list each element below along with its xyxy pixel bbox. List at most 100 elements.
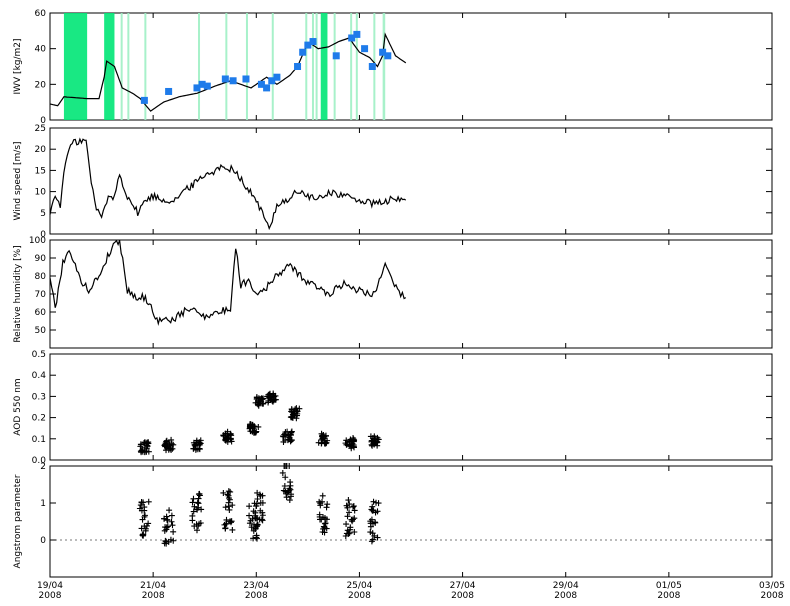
scatter-point <box>137 441 144 448</box>
scatter-point <box>345 497 352 504</box>
series-line <box>49 137 407 231</box>
data-marker <box>299 48 307 56</box>
y-tick-label: 0.1 <box>32 435 46 445</box>
scatter-point <box>321 520 328 527</box>
shaded-span <box>271 13 274 120</box>
shaded-span <box>104 13 115 120</box>
scatter-point <box>141 513 148 520</box>
scatter-point <box>343 521 350 528</box>
x-tick-label: 25/04 <box>346 581 372 591</box>
scatter-point <box>228 518 235 525</box>
y-tick-label: 0.2 <box>32 414 46 424</box>
scatter-point <box>316 511 323 518</box>
x-tick-label: 29/04 <box>553 581 579 591</box>
scatter-point <box>252 509 259 516</box>
shaded-span <box>63 13 88 120</box>
scatter-point <box>374 534 381 541</box>
scatter-point <box>253 532 260 539</box>
shaded-span <box>120 13 123 120</box>
scatter-point <box>191 503 198 510</box>
scatter-point <box>228 438 235 445</box>
scatter-point <box>166 507 173 514</box>
scatter-point <box>220 432 227 439</box>
scatter-point <box>367 520 374 527</box>
shaded-span <box>333 13 336 120</box>
data-marker <box>379 48 387 56</box>
data-marker <box>193 84 201 92</box>
panel-frame <box>49 127 773 235</box>
scatter-point <box>259 499 266 506</box>
y-tick-label: 20 <box>35 80 47 90</box>
scatter-point <box>222 504 229 511</box>
y-axis-label: Angstrom parameter <box>13 474 23 568</box>
scatter-point <box>250 535 257 542</box>
scatter-point <box>317 502 324 509</box>
y-tick-label: 60 <box>35 308 47 318</box>
data-marker <box>348 34 356 42</box>
scatter-point <box>225 488 232 495</box>
scatter-point <box>170 537 177 544</box>
data-marker <box>353 30 361 38</box>
scatter-point <box>253 502 260 509</box>
scatter-point <box>229 526 236 533</box>
shaded-span <box>355 13 358 120</box>
scatter-point <box>190 495 197 502</box>
scatter-point <box>250 521 257 528</box>
scatter-point <box>286 497 293 504</box>
scatter-point <box>145 498 152 505</box>
x-tick-label-year: 2008 <box>348 591 371 601</box>
scatter-point <box>282 474 289 481</box>
y-axis-label: Wind speed [m/s] <box>13 141 23 220</box>
scatter-point <box>371 532 378 539</box>
panel-frame <box>49 239 773 349</box>
y-tick-label: 60 <box>35 9 47 19</box>
scatter-point <box>369 536 376 543</box>
shaded-span <box>311 13 314 120</box>
scatter-point <box>190 508 197 515</box>
scatter-point <box>168 518 175 525</box>
scatter-point <box>251 423 258 430</box>
scatter-point <box>265 399 272 406</box>
x-tick-label-year: 2008 <box>554 591 577 601</box>
data-marker <box>384 52 392 60</box>
x-tick-label: 23/04 <box>243 581 269 591</box>
scatter-point <box>189 499 196 506</box>
x-tick-label-year: 2008 <box>39 591 62 601</box>
x-tick-label: 01/05 <box>656 581 682 591</box>
scatter-point <box>163 441 170 448</box>
scatter-point <box>346 530 353 537</box>
scatter-point <box>256 516 263 523</box>
x-tick-label-year: 2008 <box>451 591 474 601</box>
scatter-point <box>344 441 351 448</box>
scatter-point <box>259 509 266 516</box>
scatter-point <box>229 502 236 509</box>
x-tick-label: 19/04 <box>37 581 63 591</box>
scatter-point <box>350 503 357 510</box>
scatter-point <box>324 501 331 508</box>
scatter-point <box>347 524 354 531</box>
y-tick-label: 0.4 <box>32 371 47 381</box>
x-tick-label: 27/04 <box>450 581 476 591</box>
y-tick-label: 0.5 <box>32 350 46 360</box>
scatter-point <box>169 522 176 529</box>
scatter-point <box>293 412 300 419</box>
scatter-point <box>286 434 293 441</box>
scatter-point <box>348 438 355 445</box>
scatter-point <box>344 513 351 520</box>
scatter-point <box>351 528 358 535</box>
scatter-point <box>143 448 150 455</box>
scatter-point <box>246 520 253 527</box>
scatter-point <box>193 527 200 534</box>
x-tick-label-year: 2008 <box>657 591 680 601</box>
scatter-point <box>138 499 145 506</box>
scatter-point <box>287 479 294 486</box>
scatter-point <box>374 508 381 515</box>
scatter-point <box>252 399 259 406</box>
shaded-span <box>382 13 386 120</box>
x-tick-label-year: 2008 <box>761 591 784 601</box>
scatter-point <box>289 414 296 421</box>
shaded-span <box>305 13 308 120</box>
scatter-point <box>288 429 295 436</box>
scatter-point <box>281 483 288 490</box>
